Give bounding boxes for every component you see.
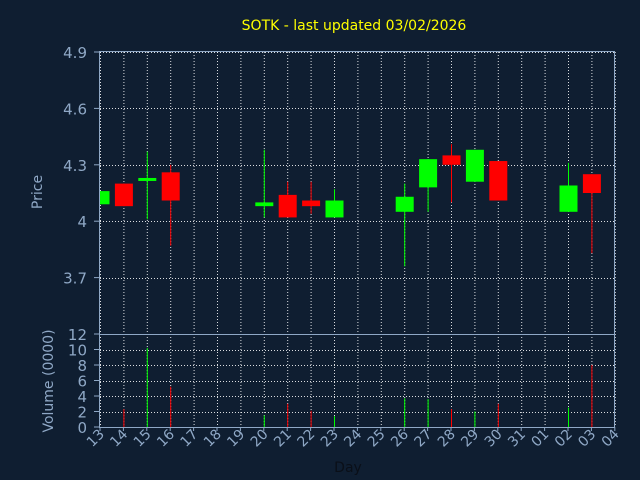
x-tick-label: 27 (412, 427, 436, 451)
candle-body (138, 177, 157, 181)
x-tick-label: 25 (365, 427, 389, 451)
price-tick-label: 4.9 (63, 44, 87, 62)
price-y-ticks: 4.9 4.6 4.3 4 3.7 (63, 44, 100, 288)
x-tick-label: 26 (388, 426, 412, 450)
x-tick-label: 02 (552, 427, 576, 451)
candle-body (255, 202, 274, 207)
candle (465, 149, 484, 182)
x-tick-label: 18 (201, 427, 225, 451)
candle-body (465, 149, 484, 182)
volume-tick-label: 8 (77, 357, 87, 375)
x-tick-label: 31 (505, 427, 529, 451)
candle (100, 191, 110, 205)
price-tick-label: 4 (77, 213, 87, 231)
volume-axis-label: Volume (0000) (41, 329, 57, 432)
candle-body (325, 200, 344, 218)
volume-tick-label: 6 (77, 373, 87, 391)
candle-body (161, 172, 180, 201)
volume-grid (100, 334, 616, 427)
candle (582, 174, 601, 254)
volume-panel-frame (99, 334, 615, 428)
candle (138, 151, 157, 220)
price-candles (100, 144, 601, 267)
candle-body (559, 185, 578, 212)
x-tick-label: 16 (154, 426, 178, 450)
candle-body (114, 183, 133, 207)
candle (442, 144, 461, 203)
x-tick-label: 04 (599, 426, 623, 450)
x-axis-label: Day (334, 460, 362, 476)
candle (255, 149, 274, 218)
x-tick-label: 24 (341, 426, 365, 450)
x-ticks: 13 14 15 16 17 18 19 20 21 22 23 24 25 26 27 28 29 30 31 01… (84, 426, 623, 450)
price-tick-label: 3.7 (63, 270, 87, 288)
candle (302, 181, 321, 214)
x-tick-label: 03 (575, 427, 599, 451)
volume-tick-label: 2 (77, 404, 87, 422)
candle-body (582, 174, 601, 193)
price-tick-label: 4.3 (63, 157, 87, 175)
candle-body (100, 191, 110, 205)
x-tick-label: 29 (458, 427, 482, 451)
candle (114, 183, 133, 207)
chart-title: SOTK - last updated 03/02/2026 (242, 18, 467, 34)
x-tick-label: 30 (482, 427, 506, 451)
x-tick-label: 14 (107, 426, 131, 450)
x-tick-label: 17 (178, 427, 202, 451)
volume-tick-label: 4 (77, 388, 87, 406)
candle-body (278, 194, 297, 218)
candle (325, 189, 344, 218)
candle (278, 181, 297, 218)
x-tick-label: 28 (435, 427, 459, 451)
candle-body (419, 159, 438, 188)
candle-body (489, 161, 508, 201)
candle (559, 162, 578, 212)
price-tick-label: 4.6 (63, 100, 87, 118)
x-tick-label: 15 (131, 427, 155, 451)
candle-body (395, 196, 414, 212)
x-tick-label: 22 (295, 427, 319, 451)
x-tick-label: 01 (529, 427, 553, 451)
candle (489, 161, 508, 201)
x-tick-label: 21 (271, 427, 295, 451)
candle (395, 183, 414, 267)
price-axis-label: Price (30, 175, 46, 209)
x-tick-label: 19 (224, 427, 248, 451)
volume-tick-label: 10 (68, 342, 87, 360)
candle (161, 164, 180, 246)
volume-bars (123, 347, 593, 427)
candle-body (302, 200, 321, 207)
x-tick-label: 20 (248, 427, 272, 451)
candle-body (442, 155, 461, 165)
candle (419, 159, 438, 212)
x-tick-label: 13 (84, 427, 108, 451)
volume-tick-label: 0 (77, 419, 87, 437)
x-tick-label: 23 (318, 427, 342, 451)
volume-tick-label: 12 (68, 326, 87, 344)
